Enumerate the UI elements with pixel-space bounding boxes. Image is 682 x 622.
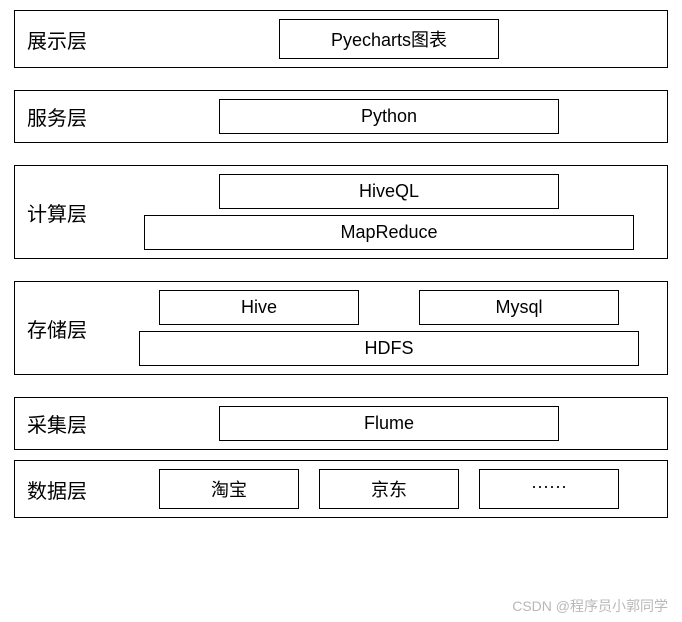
box-hdfs: HDFS [139, 331, 639, 366]
layer-content-compute: HiveQL MapReduce [123, 174, 655, 250]
layer-label-presentation: 展示层 [27, 25, 123, 54]
layer-service: 服务层 Python [14, 90, 668, 143]
box-pyecharts: Pyecharts图表 [279, 19, 499, 59]
box-hive: Hive [159, 290, 359, 325]
box-jd: 京东 [319, 469, 459, 509]
box-taobao: 淘宝 [159, 469, 299, 509]
layer-content-service: Python [123, 99, 655, 134]
layer-label-data: 数据层 [27, 475, 123, 504]
layer-label-service: 服务层 [27, 102, 123, 131]
layer-data: 数据层 淘宝 京东 ······ [14, 460, 668, 518]
box-flume: Flume [219, 406, 559, 441]
layer-compute: 计算层 HiveQL MapReduce [14, 165, 668, 259]
watermark-text: CSDN @程序员小郭同学 [512, 596, 668, 616]
layer-collect: 采集层 Flume [14, 397, 668, 450]
layer-label-collect: 采集层 [27, 409, 123, 438]
layer-presentation: 展示层 Pyecharts图表 [14, 10, 668, 68]
layer-content-storage: Hive Mysql HDFS [123, 290, 655, 366]
box-more: ······ [479, 469, 619, 509]
layer-label-storage: 存储层 [27, 314, 123, 343]
box-mysql: Mysql [419, 290, 619, 325]
layer-content-collect: Flume [123, 406, 655, 441]
box-hiveql: HiveQL [219, 174, 559, 209]
layer-label-compute: 计算层 [27, 198, 123, 227]
box-python: Python [219, 99, 559, 134]
layer-content-data: 淘宝 京东 ······ [123, 469, 655, 509]
layer-storage: 存储层 Hive Mysql HDFS [14, 281, 668, 375]
box-mapreduce: MapReduce [144, 215, 634, 250]
layer-content-presentation: Pyecharts图表 [123, 19, 655, 59]
